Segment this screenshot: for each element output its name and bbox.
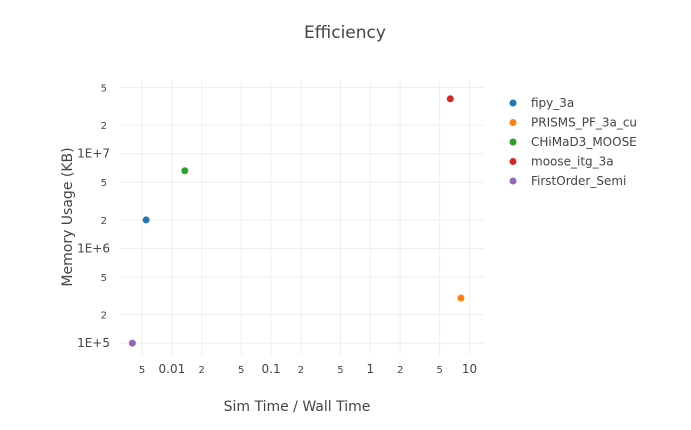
x-tick-label: 5 — [436, 365, 442, 376]
x-tick-label: 10 — [462, 362, 477, 376]
x-tick-label: 2 — [199, 365, 205, 376]
x-tick-label: 5 — [238, 365, 244, 376]
y-tick-label: 5 — [101, 84, 107, 95]
points-layer — [128, 95, 465, 347]
legend-label: CHiMaD3_MOOSE — [531, 135, 637, 149]
legend-marker — [509, 99, 517, 107]
legend-marker — [509, 119, 517, 126]
y-tick-label: 1E+7 — [77, 147, 110, 161]
legend-marker — [509, 138, 517, 146]
legend-item: moose_itg_3a — [509, 155, 614, 169]
x-tick-label: 0.1 — [262, 362, 281, 376]
legend-label: fipy_3a — [531, 96, 574, 110]
x-tick-label: 5 — [337, 365, 343, 376]
x-tick-labels: 5 0.01 2 5 0.1 2 5 1 2 5 10 — [139, 362, 477, 376]
y-tick-label: 5 — [101, 178, 107, 189]
legend-label: FirstOrder_Semi — [531, 174, 626, 188]
y-tick-label: 1E+5 — [77, 336, 110, 350]
x-tick-label: 0.01 — [159, 362, 186, 376]
legend-item: PRISMS_PF_3a_cu — [509, 116, 637, 130]
x-axis-title: Sim Time / Wall Time — [224, 399, 371, 415]
x-tick-label: 2 — [298, 365, 304, 376]
legend: fipy_3a PRISMS_PF_3a_cu CHiMaD3_MOOSEmoose… — [509, 96, 637, 188]
y-tick-label: 2 — [101, 121, 107, 132]
y-axis-title: Memory Usage (KB) — [60, 147, 76, 286]
y-tick-label: 1E+6 — [77, 241, 110, 255]
point-firstorder-semi — [128, 339, 136, 347]
y-tick-label: 2 — [101, 216, 107, 227]
grid-layer — [120, 80, 484, 355]
x-tick-label: 2 — [397, 365, 403, 376]
point-moose-itg-3a — [446, 95, 454, 103]
point-chimad3-moose — [181, 167, 189, 175]
point-prisms-pf-3a-cu — [457, 294, 465, 302]
legend-item: FirstOrder_Semi — [509, 174, 626, 188]
chart-title: Efficiency — [304, 23, 386, 43]
legend-label: moose_itg_3a — [531, 155, 614, 169]
legend-marker — [509, 177, 517, 185]
legend-label: PRISMS_PF_3a_cu — [531, 116, 637, 130]
legend-item: CHiMaD3_MOOSE — [509, 135, 637, 149]
y-tick-label: 5 — [101, 273, 107, 284]
legend-item: fipy_3a — [509, 96, 574, 110]
x-tick-label: 1 — [366, 362, 374, 376]
y-tick-label: 2 — [101, 311, 107, 322]
point-fipy-3a — [142, 216, 150, 224]
legend-marker — [509, 158, 517, 165]
x-tick-label: 5 — [139, 365, 145, 376]
y-tick-labels: 1E+5 2 5 1E+6 2 5 1E+7 2 5 — [77, 84, 110, 351]
